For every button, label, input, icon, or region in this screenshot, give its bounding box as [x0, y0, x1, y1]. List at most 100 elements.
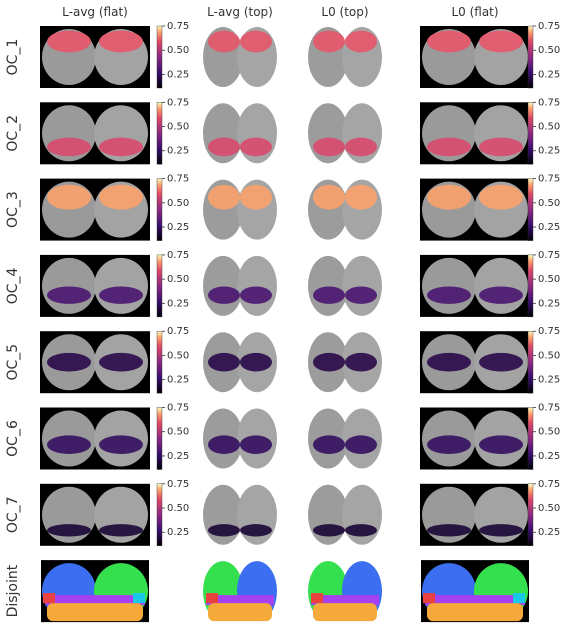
row-label: OC_3	[5, 191, 21, 228]
colorbar-tick-label: 0.50	[538, 503, 560, 514]
colorbar-tick-label: 0.75	[167, 21, 189, 32]
region	[423, 593, 435, 604]
row-label: OC_6	[5, 420, 21, 457]
brain-map	[308, 255, 382, 316]
brain-map	[308, 27, 382, 87]
colorbar-tick-label: 0.25	[167, 146, 189, 157]
column-title: L0 (top)	[321, 5, 368, 19]
colorbar	[527, 25, 534, 89]
activation	[427, 30, 471, 53]
colorbar	[156, 483, 163, 546]
activation	[345, 184, 377, 210]
region	[311, 593, 323, 604]
region	[427, 603, 523, 622]
brain-map	[203, 332, 277, 393]
brain-map	[308, 484, 382, 545]
colorbar-tick-label: 0.50	[167, 45, 189, 56]
colorbar-tick-label: 0.75	[167, 479, 189, 490]
brain-map	[420, 102, 530, 165]
colorbar	[156, 102, 163, 165]
activation	[313, 286, 345, 304]
brain-map	[203, 408, 277, 469]
colorbar-tick-label: 0.50	[167, 274, 189, 285]
activation	[479, 137, 523, 157]
colorbar-tick-label: 0.75	[167, 403, 189, 414]
colorbar-tick-label: 0.50	[538, 198, 560, 209]
colorbar-tick-label: 0.25	[167, 375, 189, 386]
column-title: L-avg (top)	[207, 5, 273, 19]
brain-map	[40, 254, 150, 317]
brain-map	[40, 26, 150, 88]
colorbar-tick-label: 0.50	[167, 427, 189, 438]
colorbar-tick-label: 0.50	[538, 122, 560, 133]
colorbar-tick-label: 0.25	[538, 527, 560, 538]
colorbar-tick-label: 0.75	[538, 326, 560, 337]
activation	[313, 30, 345, 53]
activation	[313, 184, 345, 210]
activation	[313, 352, 345, 372]
activation	[99, 352, 143, 372]
row-label: OC_5	[5, 344, 21, 381]
colorbar-tick-label: 0.75	[538, 174, 560, 185]
activation	[479, 352, 523, 372]
brain-map	[203, 561, 277, 622]
activation	[99, 286, 143, 304]
colorbar	[156, 178, 163, 241]
brain-map	[420, 26, 530, 88]
brain-map	[420, 407, 530, 470]
brain-map	[203, 484, 277, 545]
colorbar-tick-label: 0.75	[167, 250, 189, 261]
activation	[240, 524, 272, 537]
brain-map	[203, 103, 277, 164]
colorbar-tick-label: 0.75	[538, 21, 560, 32]
colorbar	[156, 25, 163, 89]
activation	[479, 435, 523, 455]
region	[206, 595, 274, 606]
activation	[345, 137, 377, 157]
activation	[345, 286, 377, 304]
colorbar-tick-label: 0.75	[167, 174, 189, 185]
activation	[345, 435, 377, 455]
brain-map	[308, 179, 382, 240]
brain-map	[308, 561, 382, 622]
activation	[427, 184, 471, 210]
colorbar-tick-label: 0.50	[538, 274, 560, 285]
hemisphere	[474, 257, 528, 314]
activation	[208, 286, 240, 304]
activation	[427, 524, 471, 537]
activation	[479, 30, 523, 53]
region	[513, 593, 525, 604]
activation	[208, 435, 240, 455]
colorbar-tick-label: 0.75	[538, 479, 560, 490]
brain-map	[420, 254, 530, 317]
activation	[345, 524, 377, 537]
brain-map	[41, 560, 149, 623]
hemisphere	[422, 257, 476, 314]
activation	[208, 137, 240, 157]
colorbar-tick-label: 0.25	[167, 69, 189, 80]
colorbar-tick-label: 0.25	[167, 451, 189, 462]
activation	[313, 137, 345, 157]
activation	[240, 286, 272, 304]
brain-map	[420, 483, 530, 546]
colorbar	[527, 331, 534, 394]
brain-map	[420, 331, 530, 394]
region	[311, 595, 379, 606]
colorbar-tick-label: 0.25	[167, 222, 189, 233]
colorbar	[156, 254, 163, 318]
activation	[345, 30, 377, 53]
colorbar-tick-label: 0.75	[538, 250, 560, 261]
colorbar-tick-label: 0.75	[538, 403, 560, 414]
colorbar-tick-label: 0.75	[167, 326, 189, 337]
brain-map	[40, 178, 150, 241]
activation	[99, 137, 143, 157]
activation	[479, 524, 523, 537]
activation	[47, 435, 91, 455]
colorbar-tick-label: 0.50	[167, 198, 189, 209]
brain-map	[40, 331, 150, 394]
brain-map	[203, 255, 277, 316]
activation	[313, 435, 345, 455]
region	[425, 595, 525, 606]
colorbar-tick-label: 0.50	[538, 45, 560, 56]
